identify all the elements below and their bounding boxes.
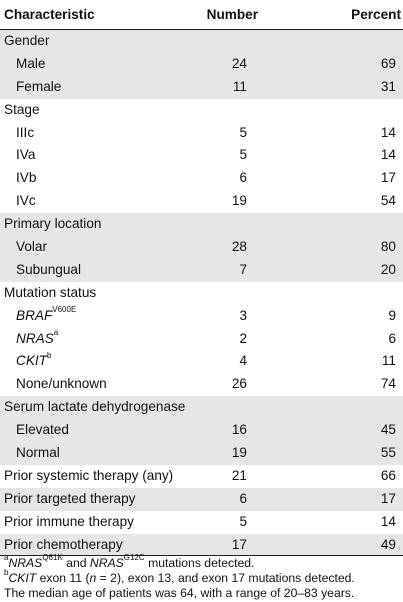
row-label: Prior systemic therapy (any) [4,467,174,483]
table-row: Prior chemotherapy 17 49 [0,533,403,557]
row-percent: 6 [388,330,396,346]
row-label: IVb [16,170,37,186]
row-percent: 9 [388,307,396,323]
row-number: 24 [231,55,247,71]
table-row: Prior immune therapy 5 14 [0,511,403,534]
row-number: 3 [239,307,247,323]
table-row: Subungual 7 20 [0,258,403,282]
row-number: 16 [231,422,247,438]
row-number: 6 [239,490,247,506]
table-body: Gender Male 24 69 Female 11 31 Stage IIIc 5 14 IVa 5… [0,30,403,557]
footnote-median-age: The median age of patients was 64, with … [4,586,355,600]
row-number: 19 [231,193,247,209]
table-row: Serum lactate dehydrogenase [0,396,403,420]
row-label: NRASa [16,328,59,346]
row-percent: 49 [380,536,396,552]
row-percent: 14 [380,147,396,163]
table-row: Prior targeted therapy 6 17 [0,487,403,511]
row-label: Elevated [16,422,69,438]
row-percent: 11 [381,353,396,369]
row-label: Serum lactate dehydrogenase [4,399,186,415]
row-label: Stage [4,101,40,117]
table-row: NRASa 2 6 [0,328,403,351]
table-row: IVc 19 54 [0,190,403,213]
row-number: 5 [239,147,247,163]
row-number: 19 [231,445,247,461]
row-label: Mutation status [4,284,97,300]
row-percent: 69 [380,55,396,71]
row-label: Prior immune therapy [4,513,134,529]
table-row: Stage [0,99,403,122]
row-number: 7 [239,261,247,277]
row-label: Prior chemotherapy [4,536,123,552]
header-percent: Percent [351,7,401,22]
row-number: 11 [232,78,247,94]
table-row: Mutation status [0,282,403,305]
table-row: IVb 6 17 [0,167,403,190]
table-row: IIIc 5 14 [0,122,403,145]
row-label: Volar [16,239,47,255]
table-row: Gender [0,30,403,53]
row-label: Normal [16,445,60,461]
row-label: IIIc [16,124,35,140]
row-label: CKITb [16,350,52,369]
row-percent: 20 [380,261,396,277]
row-number: 21 [231,467,247,483]
row-percent: 54 [380,193,396,209]
header-number: Number [206,7,258,22]
row-label: Female [16,78,62,94]
header-characteristic: Characteristic [4,7,95,22]
row-label: IVa [16,147,36,163]
row-number: 2 [239,330,247,346]
row-label: BRAFV600E [16,305,77,323]
table-row: Volar 28 80 [0,236,403,259]
row-percent: 55 [380,445,396,461]
row-percent: 45 [380,422,396,438]
row-number: 5 [239,513,247,529]
row-number: 4 [239,353,247,369]
table-header: Characteristic Number Percent [0,0,403,30]
row-label: Primary location [4,216,102,232]
row-percent: 31 [380,78,396,94]
row-percent: 66 [380,467,396,483]
row-label: Prior targeted therapy [4,490,136,506]
row-label: Gender [4,33,50,48]
table-row: Female 11 31 [0,75,403,99]
row-percent: 74 [380,376,396,392]
row-number: 26 [231,376,247,392]
row-number: 5 [239,124,247,140]
table-row: Normal 19 55 [0,442,403,465]
row-percent: 14 [380,124,396,140]
table-row: Elevated 16 45 [0,419,403,443]
footnote-b: bCKIT exon 11 (n = 2), exon 13, and exon… [4,567,355,585]
table-row: Prior systemic therapy (any) 21 66 [0,465,403,488]
table-row: CKITb 4 11 [0,350,403,373]
table-row: IVa 5 14 [0,144,403,167]
table-row: Primary location [0,213,403,237]
row-label: IVc [16,193,36,209]
row-number: 28 [231,239,247,255]
row-label: None/unknown [16,376,107,392]
table-row: BRAFV600E 3 9 [0,305,403,328]
table-row: None/unknown 26 74 [0,373,403,396]
row-percent: 17 [380,170,396,186]
table-row: Male 24 69 [0,52,403,76]
row-percent: 14 [380,513,396,529]
row-number: 6 [239,170,247,186]
table-bottom-rule [0,555,403,556]
row-number: 17 [231,536,247,552]
row-label: Subungual [16,261,82,277]
footnote-a: aNRASQ61K and NRASG12C mutations detecte… [4,552,255,570]
row-label: Male [16,55,46,71]
row-percent: 17 [380,490,396,506]
row-percent: 80 [380,239,396,255]
characteristics-table: Characteristic Number Percent Gender Male… [0,0,403,557]
